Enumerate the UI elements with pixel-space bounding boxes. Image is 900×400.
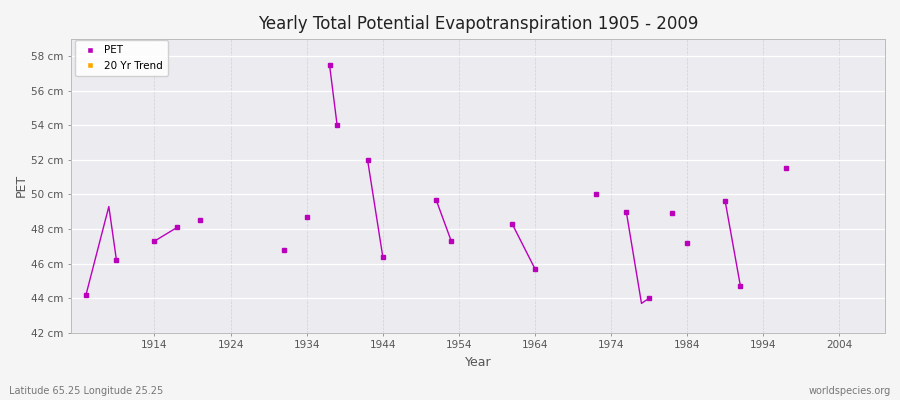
Title: Yearly Total Potential Evapotranspiration 1905 - 2009: Yearly Total Potential Evapotranspiratio… [257, 15, 698, 33]
Text: Latitude 65.25 Longitude 25.25: Latitude 65.25 Longitude 25.25 [9, 386, 163, 396]
Text: worldspecies.org: worldspecies.org [809, 386, 891, 396]
Legend: PET, 20 Yr Trend: PET, 20 Yr Trend [75, 40, 168, 76]
X-axis label: Year: Year [464, 356, 491, 369]
Y-axis label: PET: PET [15, 174, 28, 197]
